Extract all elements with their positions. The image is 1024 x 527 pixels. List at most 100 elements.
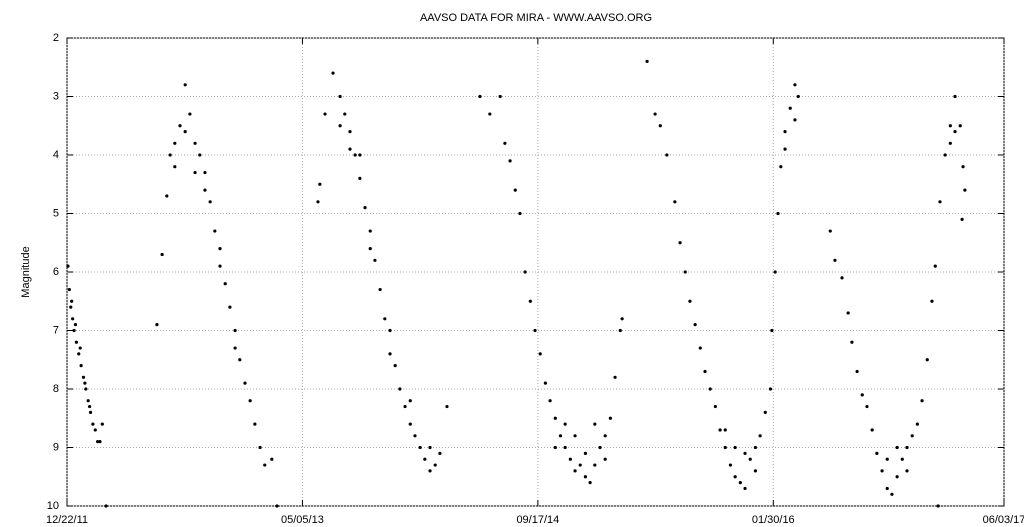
data-point	[488, 112, 492, 116]
data-point	[523, 270, 527, 274]
data-point	[258, 445, 262, 450]
data-point	[748, 457, 752, 461]
data-point	[428, 469, 432, 473]
data-point	[718, 428, 722, 432]
data-point	[788, 106, 792, 110]
data-point	[363, 206, 367, 210]
data-point	[779, 165, 783, 169]
data-point	[168, 153, 172, 157]
data-point	[948, 124, 952, 128]
data-point	[563, 422, 567, 426]
data-point	[248, 399, 252, 403]
data-point	[203, 188, 207, 192]
data-point	[70, 299, 74, 303]
data-point	[880, 469, 884, 473]
data-point	[796, 94, 800, 99]
data-point	[228, 305, 232, 309]
data-point	[78, 346, 82, 350]
data-point	[548, 399, 552, 403]
data-point	[693, 323, 697, 327]
data-point	[368, 247, 372, 251]
data-point	[74, 340, 79, 344]
x-tick-label: 01/30/16	[752, 514, 795, 526]
y-tick-label: 10	[47, 500, 59, 512]
data-point	[833, 258, 837, 262]
data-point	[208, 200, 212, 204]
data-point	[665, 153, 669, 157]
data-point	[961, 165, 965, 169]
data-point	[583, 451, 588, 455]
data-point	[213, 229, 217, 233]
data-point	[773, 270, 777, 274]
data-point	[875, 451, 879, 455]
data-point	[603, 434, 607, 438]
data-point	[223, 282, 227, 286]
data-point	[920, 399, 924, 403]
data-point	[478, 94, 482, 99]
data-point	[498, 94, 502, 99]
data-point	[683, 270, 687, 274]
data-point	[193, 170, 197, 175]
chart-title: AAVSO DATA FOR MIRA - WWW.AAVSO.ORG	[420, 12, 652, 24]
data-point	[88, 404, 92, 409]
data-point	[403, 404, 407, 409]
data-point	[88, 410, 93, 414]
data-point	[323, 112, 327, 116]
data-point	[558, 434, 563, 438]
data-point	[846, 311, 850, 315]
data-point	[98, 440, 102, 444]
data-point	[753, 469, 757, 473]
data-point	[543, 381, 547, 385]
data-point	[338, 124, 342, 128]
data-point	[713, 404, 717, 409]
data-point	[703, 369, 707, 374]
data-point	[776, 211, 780, 216]
data-point	[608, 416, 612, 420]
data-point	[553, 416, 557, 420]
data-point	[67, 287, 71, 292]
data-point	[553, 445, 557, 450]
data-point	[793, 118, 797, 122]
data-point	[84, 387, 88, 391]
data-point	[793, 83, 797, 87]
data-point	[533, 328, 537, 333]
data-point	[408, 399, 412, 403]
data-point	[620, 317, 624, 321]
data-point	[218, 264, 222, 268]
data-point	[658, 124, 662, 128]
data-point	[368, 229, 372, 233]
data-point	[900, 457, 904, 461]
data-point	[855, 369, 859, 374]
data-point	[593, 422, 597, 426]
data-point	[563, 445, 567, 450]
data-point	[723, 445, 727, 450]
data-point	[783, 130, 787, 134]
x-tick-label: 06/03/17	[983, 514, 1024, 526]
data-point	[71, 317, 75, 321]
data-point	[173, 141, 177, 145]
data-point	[86, 399, 90, 403]
data-point	[865, 404, 869, 409]
data-point	[885, 457, 889, 461]
data-point	[618, 328, 622, 333]
data-point	[358, 153, 362, 157]
data-point	[645, 59, 649, 64]
data-point	[173, 165, 177, 169]
data-point	[508, 159, 512, 163]
data-point	[723, 428, 727, 432]
data-point	[160, 252, 164, 257]
data-point	[343, 112, 347, 116]
data-point	[433, 463, 437, 467]
data-point	[91, 422, 95, 426]
y-tick-label: 3	[53, 90, 59, 102]
x-tick-label: 12/22/11	[46, 514, 88, 526]
data-point	[708, 387, 712, 391]
data-point	[503, 141, 507, 145]
data-point	[72, 328, 76, 333]
data-point	[850, 340, 854, 344]
data-point	[445, 404, 449, 409]
data-point	[613, 375, 617, 379]
data-point	[428, 445, 432, 450]
data-point	[885, 486, 889, 491]
data-point	[753, 445, 757, 450]
